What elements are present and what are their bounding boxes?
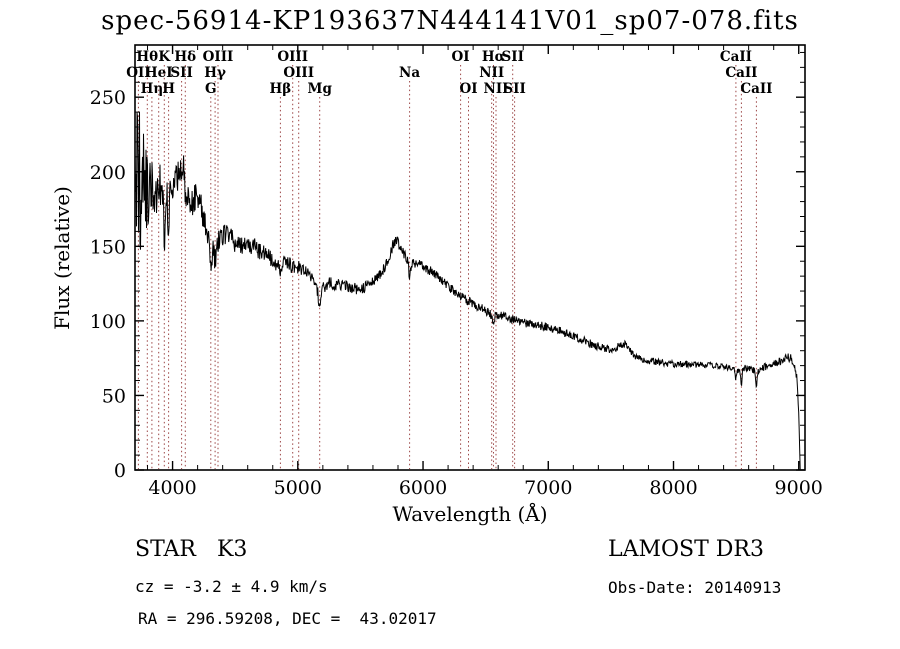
cz-value: cz = -3.2 ± 4.9 km/s	[135, 577, 328, 596]
spectral-line-label: Hθ	[136, 49, 158, 65]
spectral-line-label: SII	[502, 49, 524, 65]
spectral-line-label: K	[158, 49, 171, 65]
spectral-line-label: OI	[452, 49, 470, 65]
spectral-line-label: OI	[459, 81, 477, 97]
object-class-label: STAR K3	[135, 537, 248, 562]
spectral-line-label: OIII	[203, 49, 234, 65]
survey-label: LAMOST DR3	[608, 537, 764, 562]
spectral-line-label: Hα	[482, 49, 506, 65]
spectral-line-label: H	[162, 81, 175, 97]
obs-date: Obs-Date: 20140913	[608, 578, 782, 597]
spectral-line-label: OII	[126, 65, 150, 81]
spectral-line-label: Hδ	[174, 49, 196, 65]
x-tick-label: 7000	[524, 477, 572, 499]
x-tick-label: 8000	[649, 477, 697, 499]
y-tick-label: 100	[90, 311, 126, 333]
spectral-line-label: OIII	[277, 49, 308, 65]
spectral-line-label: CaII	[725, 65, 757, 81]
y-axis-label: Flux (relative)	[50, 186, 74, 330]
y-tick-label: 50	[102, 385, 126, 407]
spectral-line-label: Hη	[141, 81, 164, 97]
spectral-line-label: SII	[170, 65, 192, 81]
spectral-line-label: Na	[399, 65, 420, 81]
y-tick-label: 0	[114, 460, 126, 482]
x-axis-label: Wavelength (Å)	[392, 502, 548, 526]
spectral-line-label: OIII	[283, 65, 314, 81]
coordinates: RA = 296.59208, DEC = 43.02017	[138, 609, 437, 628]
chart-title: spec-56914-KP193637N444141V01_sp07-078.f…	[101, 6, 799, 36]
spectral-line-label: Hβ	[270, 81, 292, 97]
y-tick-label: 200	[90, 162, 126, 184]
spectral-line-label: Hγ	[204, 65, 226, 81]
spectral-line-label: SII	[503, 81, 525, 97]
y-tick-label: 150	[90, 236, 126, 258]
spectral-line-label: CaII	[740, 81, 772, 97]
x-tick-label: 5000	[274, 477, 322, 499]
x-tick-label: 4000	[148, 477, 196, 499]
spectral-line-label: G	[205, 81, 217, 97]
spectral-line-label: CaII	[720, 49, 752, 65]
spectrum-line	[134, 112, 801, 471]
plot-frame	[134, 44, 806, 471]
spectral-line-label: NII	[479, 65, 504, 81]
x-tick-label: 6000	[399, 477, 447, 499]
spectral-line-label: HeI	[145, 65, 173, 81]
y-tick-label: 250	[90, 87, 126, 109]
spectral-line-label: Mg	[308, 81, 333, 97]
x-tick-label: 9000	[775, 477, 823, 499]
spectral-line-label: NII	[484, 81, 509, 97]
